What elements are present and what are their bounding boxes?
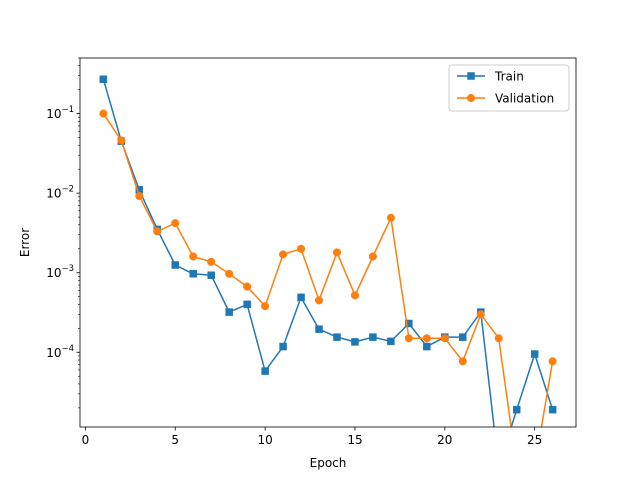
train-point <box>548 405 557 414</box>
validation-point <box>207 257 216 266</box>
train-point <box>189 270 197 278</box>
validation-point <box>548 357 557 366</box>
train-point <box>369 333 377 341</box>
y-tick-label: 10−4 <box>46 344 74 360</box>
train-point <box>405 319 413 328</box>
validation-point <box>404 334 413 343</box>
train-point <box>530 350 539 358</box>
legend-train-marker <box>467 72 475 80</box>
train-point <box>279 342 287 351</box>
train-point <box>512 405 521 414</box>
axes-layer: 0 5 10 15 20 25 10−4 10−3 10−2 10−1 <box>46 57 577 447</box>
x-tick-label: 25 <box>527 433 542 447</box>
validation-point <box>243 282 252 291</box>
validation-point <box>440 334 449 343</box>
y-tick-label: 10−1 <box>46 105 74 121</box>
train-point <box>333 333 341 341</box>
validation-point <box>386 213 395 222</box>
y-tick-label: 10−3 <box>46 264 74 280</box>
x-tick-label: 20 <box>437 433 452 447</box>
validation-point <box>135 191 144 201</box>
train-point <box>225 308 233 316</box>
y-axis-label: Error <box>18 228 32 257</box>
legend-validation-label: Validation <box>495 92 554 106</box>
legend-validation-marker <box>466 93 476 103</box>
validation-point <box>261 302 270 311</box>
x-tick-label: 5 <box>171 433 179 447</box>
train-point <box>261 367 269 375</box>
train-point <box>315 325 323 333</box>
validation-line-2 <box>540 361 554 427</box>
validation-point <box>350 291 360 300</box>
train-point <box>297 293 305 302</box>
validation-point <box>458 357 467 366</box>
train-point <box>243 300 251 309</box>
train-point <box>207 271 215 279</box>
series-group <box>99 75 557 427</box>
validation-point <box>368 252 377 261</box>
validation-point <box>476 310 485 319</box>
train-point <box>351 338 359 346</box>
train-line-0 <box>102 79 495 427</box>
x-tick-label: 10 <box>257 433 272 447</box>
x-tick-label: 0 <box>82 433 90 447</box>
validation-point <box>99 109 108 118</box>
train-point <box>99 75 108 84</box>
y-tick-label: 10−2 <box>46 185 74 201</box>
legend: Train Validation <box>448 64 570 112</box>
axes-frame <box>79 57 577 428</box>
validation-point <box>332 248 342 257</box>
validation-point <box>314 296 324 305</box>
validation-point <box>422 334 431 343</box>
validation-point <box>494 334 503 343</box>
validation-line-0 <box>102 113 512 427</box>
x-tick-label: 15 <box>347 433 362 447</box>
train-point <box>423 342 431 351</box>
validation-point <box>225 269 234 278</box>
train-point <box>171 261 179 269</box>
validation-point <box>189 252 198 261</box>
x-axis-label: Epoch <box>310 456 347 470</box>
train-point <box>459 333 467 341</box>
validation-point <box>117 136 126 145</box>
legend-train-label: Train <box>494 70 524 84</box>
validation-point <box>279 250 288 259</box>
train-line-1 <box>510 353 554 427</box>
validation-point <box>171 219 180 228</box>
validation-point <box>296 244 306 253</box>
validation-point <box>153 227 162 236</box>
plot-layer <box>99 75 557 427</box>
train-point <box>387 337 395 346</box>
